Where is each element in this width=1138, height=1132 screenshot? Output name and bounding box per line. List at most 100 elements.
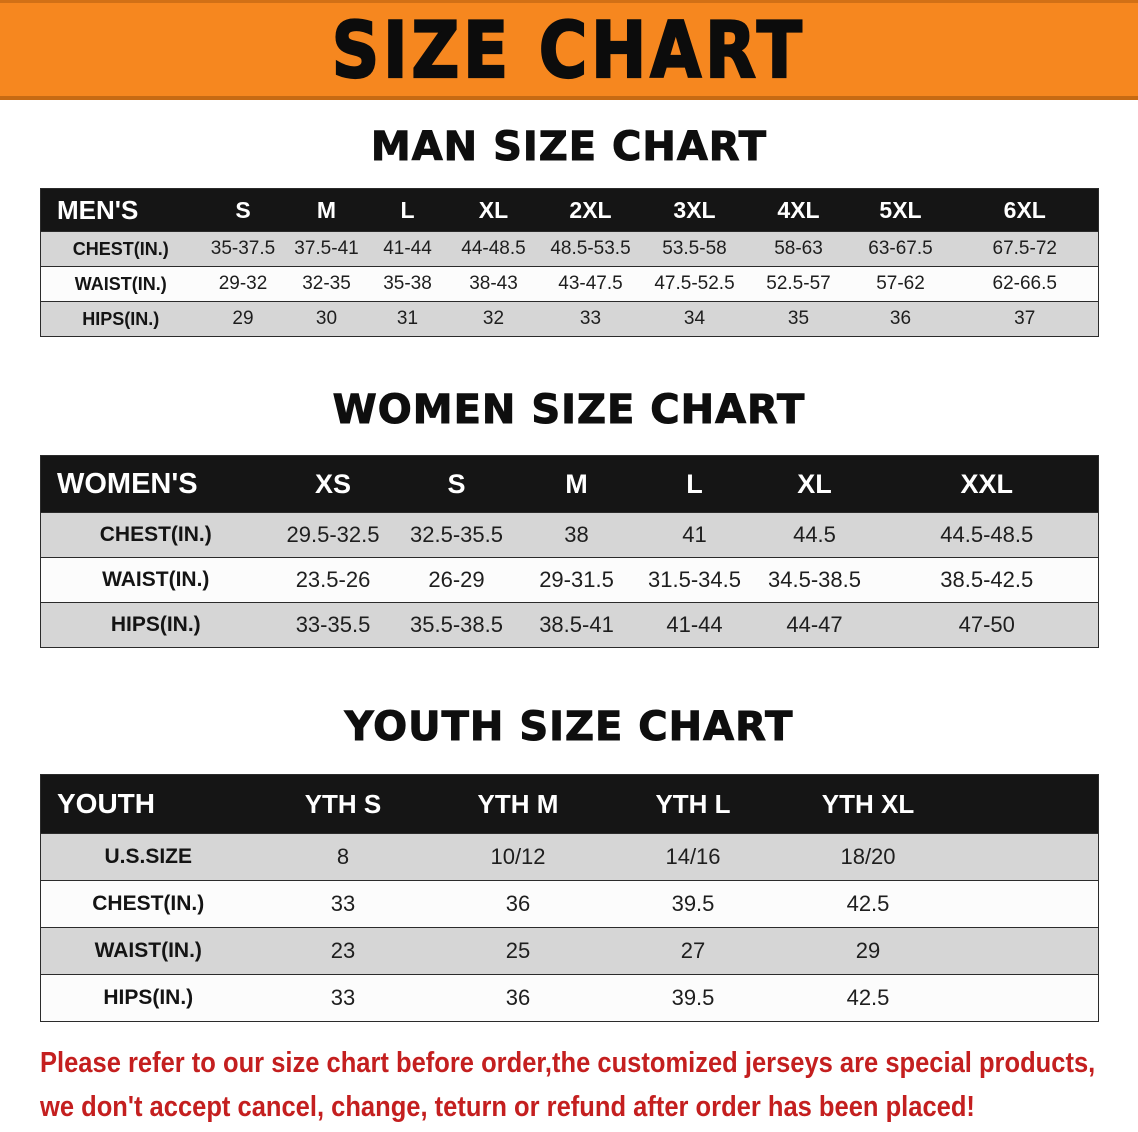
table-cell: 33 [579, 308, 602, 329]
table-cell [956, 928, 1099, 975]
table-cell: 36 [505, 985, 531, 1010]
table-header-row: MEN'S S M L XL 2XL 3XL 4XL 5XL 6XL [40, 188, 1099, 232]
size-table-grid: YOUTH YTH S YTH M YTH L YTH XL U.S.SIZE 8 10/12… [40, 774, 1099, 1022]
row-label: HIPS(IN.) [82, 308, 160, 329]
column-header: L [635, 455, 754, 513]
column-header: YTH S [255, 774, 431, 834]
table-cell: 41-44 [666, 612, 723, 637]
column-header: L [367, 188, 448, 232]
table-cell: 32 [482, 308, 505, 329]
row-label: WAIST(IN.) [94, 939, 202, 962]
table-row: HIPS(IN.) 33 36 39.5 42.5 [40, 974, 1099, 1022]
table-cell: 14/16 [665, 844, 721, 869]
table-cell: 23.5-26 [295, 567, 371, 592]
footer-notice: Please refer to our size chart before or… [40, 1042, 1098, 1129]
table-cell: 23 [330, 938, 356, 963]
row-label: HIPS(IN.) [103, 986, 194, 1009]
column-header: M [285, 188, 368, 232]
table-corner-label: MEN'S [40, 188, 201, 232]
row-label: CHEST(IN.) [99, 523, 212, 546]
table-cell: 36 [505, 891, 531, 916]
table-cell: 41 [682, 522, 707, 547]
table-cell: 34.5-38.5 [768, 567, 861, 592]
table-cell: 10/12 [490, 844, 546, 869]
table-corner-label: YOUTH [40, 774, 256, 834]
table-row: WAIST(IN.) 29-32 32-35 35-38 38-43 43-47.5 47.… [40, 266, 1099, 302]
table-cell: 33-35.5 [295, 612, 371, 637]
row-label: WAIST(IN.) [102, 568, 210, 591]
section-title-men: MAN SIZE CHART [370, 124, 768, 171]
table-row: CHEST(IN.) 35-37.5 37.5-41 41-44 44-48.5 48.5… [40, 231, 1099, 267]
table-cell: 53.5-58 [662, 238, 727, 259]
section-title-youth: YOUTH SIZE CHART [344, 704, 794, 751]
table-cell: 44-47 [786, 612, 843, 637]
table-cell: 30 [315, 308, 338, 329]
page-title: SIZE CHART [331, 4, 807, 97]
table-cell: 62-66.5 [992, 273, 1057, 294]
column-header: XXL [875, 455, 1099, 513]
column-header: 5XL [849, 188, 952, 232]
table-header-row: YOUTH YTH S YTH M YTH L YTH XL [40, 774, 1099, 834]
table-cell: 36 [889, 308, 912, 329]
column-header: YTH M [430, 774, 606, 834]
table-cell: 37 [1014, 308, 1036, 329]
row-label: CHEST(IN.) [72, 238, 169, 259]
table-cell: 35-38 [383, 273, 432, 294]
table-cell: 39.5 [671, 891, 715, 916]
table-cell: 35.5-38.5 [410, 612, 503, 637]
table-cell: 43-47.5 [558, 273, 623, 294]
table-cell: 29.5-32.5 [286, 522, 380, 547]
row-label: HIPS(IN.) [110, 613, 201, 636]
section-youth: YOUTH SIZE CHART YOUTH YTH S YTH M YTH L YTH… [0, 704, 1138, 1022]
table-cell: 38.5-42.5 [940, 567, 1034, 592]
table-cell: 29 [855, 938, 881, 963]
table-cell: 33 [330, 985, 356, 1010]
row-label: WAIST(IN.) [74, 273, 167, 294]
table-cell: 52.5-57 [766, 273, 831, 294]
table-corner-label: WOMEN'S [40, 455, 271, 513]
column-header [955, 774, 1099, 834]
youth-size-table: YOUTH YTH S YTH M YTH L YTH XL U.S.SIZE 8 10/12… [40, 774, 1099, 1022]
table-cell: 26-29 [428, 567, 485, 592]
size-table-grid: MEN'S S M L XL 2XL 3XL 4XL 5XL 6XL CHEST(IN.) 35-37… [40, 188, 1099, 337]
women-size-table: WOMEN'S XS S M L XL XXL CHEST(IN.) 29.5-32.5 32.5… [40, 455, 1099, 648]
row-label: CHEST(IN.) [92, 892, 205, 915]
column-header: 3XL [641, 188, 748, 232]
column-header: XS [270, 455, 396, 513]
table-cell: 29-31.5 [539, 567, 614, 592]
table-row: CHEST(IN.) 29.5-32.5 32.5-35.5 38 41 44.5 44.5… [40, 512, 1099, 558]
table-cell [956, 834, 1099, 881]
table-cell: 34 [683, 308, 706, 329]
table-cell: 31 [396, 308, 419, 329]
table-cell: 37.5-41 [294, 238, 359, 259]
column-header: 6XL [951, 188, 1099, 232]
table-cell: 63-67.5 [868, 238, 933, 259]
table-cell: 57-62 [876, 273, 925, 294]
table-cell: 42.5 [846, 891, 890, 916]
column-header: XL [447, 188, 540, 232]
table-cell: 67.5-72 [992, 238, 1057, 259]
section-women: WOMEN SIZE CHART WOMEN'S XS S M L XL XXL CHEST(… [0, 387, 1138, 648]
table-cell: 38 [564, 522, 589, 547]
table-cell: 47.5-52.5 [654, 273, 735, 294]
table-cell: 41-44 [383, 238, 432, 259]
table-row: U.S.SIZE 8 10/12 14/16 18/20 [40, 833, 1099, 881]
table-cell: 33 [330, 891, 356, 916]
table-cell: 38-43 [469, 273, 518, 294]
table-row: WAIST(IN.) 23 25 27 29 [40, 927, 1099, 975]
table-row: WAIST(IN.) 23.5-26 26-29 29-31.5 31.5-34.5 34… [40, 557, 1099, 603]
column-header: M [517, 455, 636, 513]
table-cell: 38.5-41 [539, 612, 614, 637]
table-cell: 39.5 [671, 985, 715, 1010]
table-cell: 35 [787, 308, 810, 329]
table-cell: 58-63 [774, 238, 823, 259]
table-cell: 29 [232, 308, 254, 329]
table-cell: 32.5-35.5 [410, 522, 503, 547]
table-cell: 27 [680, 938, 706, 963]
table-cell: 44.5-48.5 [940, 522, 1034, 547]
table-cell: 47-50 [958, 612, 1015, 637]
table-cell: 44-48.5 [461, 238, 526, 259]
section-men: MAN SIZE CHART MEN'S S M L XL 2XL 3XL 4XL 5XL 6XL… [0, 124, 1138, 337]
table-cell: 32-35 [302, 273, 351, 294]
